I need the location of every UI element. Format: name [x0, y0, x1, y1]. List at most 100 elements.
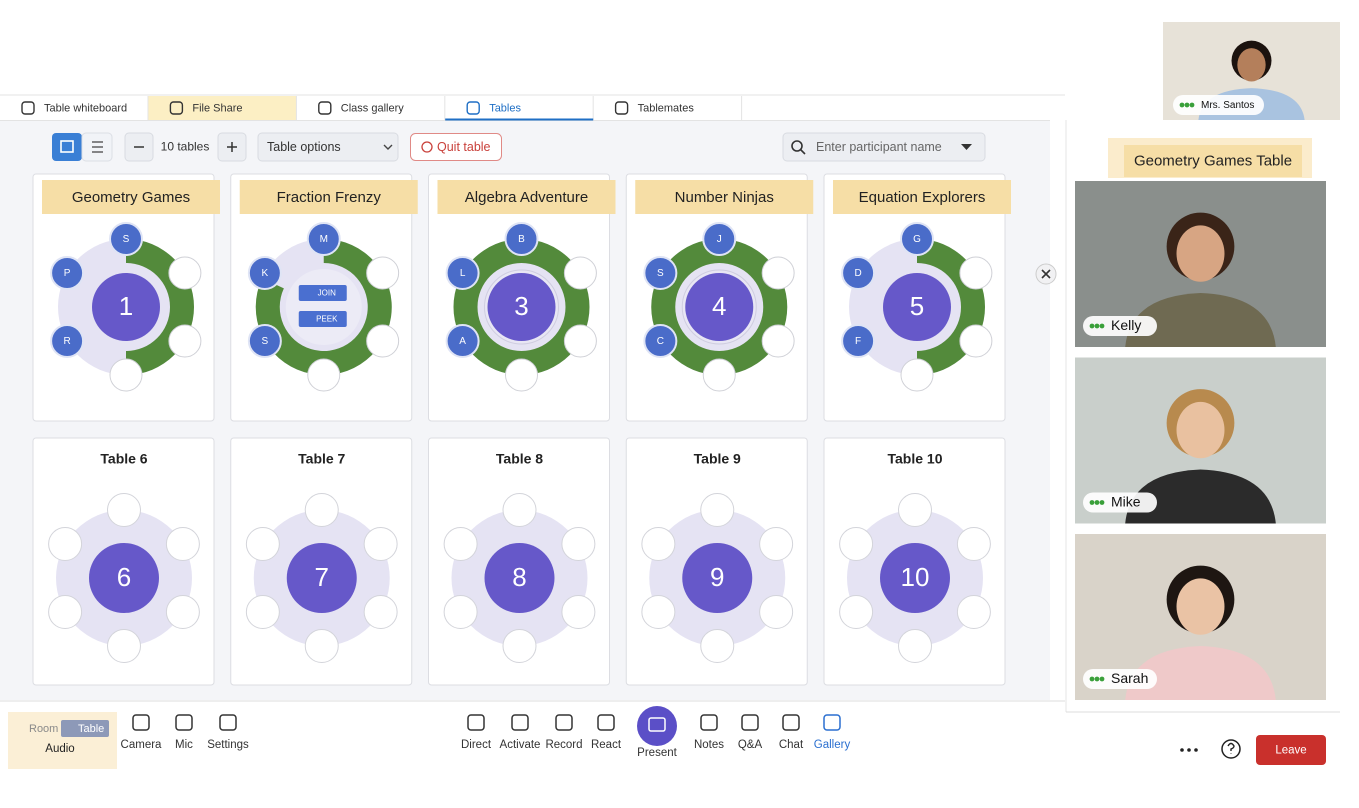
- empty-seat[interactable]: [165, 527, 200, 561]
- quit-table-button[interactable]: Quit table: [410, 133, 502, 161]
- empty-seat[interactable]: [107, 493, 141, 527]
- table-card[interactable]: Table 9 9: [625, 437, 808, 686]
- seat-initial: G: [913, 234, 921, 245]
- tab[interactable]: Tables: [445, 96, 594, 121]
- present-button[interactable]: Present: [637, 706, 678, 759]
- more-button[interactable]: [1180, 748, 1198, 752]
- control-button[interactable]: Notes: [694, 714, 724, 751]
- control-button[interactable]: Gallery: [814, 714, 851, 751]
- control-button[interactable]: Settings: [207, 714, 249, 751]
- table-number-disc: [487, 273, 556, 341]
- empty-seat[interactable]: [761, 256, 795, 290]
- empty-seat[interactable]: [366, 256, 400, 290]
- table-options-select[interactable]: Table options: [257, 132, 399, 162]
- close-panel-button[interactable]: [1035, 263, 1057, 285]
- tab[interactable]: File Share: [148, 96, 297, 120]
- empty-seat[interactable]: [959, 256, 993, 290]
- control-button[interactable]: Camera: [121, 714, 163, 751]
- view-toggle[interactable]: [52, 132, 113, 162]
- leave-button[interactable]: Leave: [1256, 735, 1326, 765]
- empty-seat[interactable]: [561, 527, 596, 561]
- empty-seat[interactable]: [366, 324, 400, 358]
- empty-seat[interactable]: [502, 629, 537, 663]
- seat-initial: S: [657, 268, 664, 279]
- empty-seat[interactable]: [759, 527, 794, 561]
- table-card[interactable]: Geometry Games 1 S P R: [32, 173, 220, 422]
- empty-seat[interactable]: [563, 256, 597, 290]
- empty-seat[interactable]: [502, 493, 537, 527]
- occupied-seat: [247, 324, 282, 358]
- empty-seat[interactable]: [839, 595, 874, 629]
- table-card[interactable]: Table 7 7: [230, 437, 413, 686]
- table-card[interactable]: Equation Explorers 5 G D F: [823, 173, 1011, 422]
- empty-seat[interactable]: [245, 595, 280, 629]
- control-label: Mic: [175, 739, 193, 751]
- empty-seat[interactable]: [563, 324, 597, 358]
- empty-seat[interactable]: [956, 595, 991, 629]
- empty-seat[interactable]: [759, 595, 794, 629]
- control-button[interactable]: Q&A: [738, 714, 763, 751]
- seat-initial: L: [460, 268, 466, 279]
- control-button[interactable]: Activate: [500, 714, 541, 751]
- tab[interactable]: Tablemates: [614, 96, 743, 120]
- minus-button[interactable]: [124, 132, 154, 162]
- empty-seat[interactable]: [898, 493, 932, 527]
- table-card[interactable]: Fraction Frenzy JOIN PEEK M K S: [230, 173, 418, 422]
- table-card[interactable]: Number Ninjas 4 J S C: [625, 173, 814, 422]
- empty-seat[interactable]: [304, 493, 339, 527]
- empty-seat[interactable]: [700, 629, 735, 663]
- control-button[interactable]: Direct: [461, 714, 492, 751]
- control-button[interactable]: React: [591, 714, 622, 751]
- empty-seat[interactable]: [641, 595, 676, 629]
- table-card[interactable]: Table 10 10: [823, 437, 1006, 686]
- participant-search[interactable]: Enter participant name: [782, 132, 986, 162]
- empty-seat[interactable]: [168, 324, 202, 358]
- empty-seat[interactable]: [443, 595, 478, 629]
- occupied-seat: [445, 256, 480, 290]
- control-icon: [597, 714, 615, 731]
- empty-seat[interactable]: [48, 595, 83, 629]
- empty-seat[interactable]: [761, 324, 795, 358]
- control-button[interactable]: Mic: [175, 714, 193, 751]
- control-button[interactable]: Chat: [779, 714, 804, 751]
- empty-seat[interactable]: [505, 358, 538, 392]
- empty-seat[interactable]: [107, 629, 141, 663]
- table-card[interactable]: Algebra Adventure 3 B L A: [428, 173, 616, 422]
- empty-seat[interactable]: [245, 527, 280, 561]
- plus-button[interactable]: [217, 132, 247, 162]
- help-button[interactable]: [1221, 739, 1241, 759]
- audio-dot: [1099, 676, 1105, 682]
- empty-seat[interactable]: [956, 527, 991, 561]
- tab[interactable]: Table whiteboard: [21, 96, 149, 120]
- control-icon: [175, 714, 193, 731]
- empty-seat[interactable]: [109, 358, 143, 392]
- empty-seat[interactable]: [363, 595, 398, 629]
- empty-seat[interactable]: [700, 493, 735, 527]
- empty-seat[interactable]: [839, 527, 874, 561]
- empty-seat[interactable]: [304, 629, 339, 663]
- empty-seat[interactable]: [363, 527, 398, 561]
- empty-seat[interactable]: [307, 358, 341, 392]
- table-card[interactable]: Table 6 6: [32, 437, 215, 686]
- control-label: React: [591, 739, 622, 751]
- tab[interactable]: Class gallery: [318, 96, 446, 120]
- empty-seat[interactable]: [48, 527, 83, 561]
- empty-seat[interactable]: [702, 358, 736, 392]
- control-label: Q&A: [738, 739, 763, 751]
- empty-seat[interactable]: [561, 595, 596, 629]
- empty-seat[interactable]: [165, 595, 200, 629]
- empty-seat[interactable]: [641, 527, 676, 561]
- seat-initial: C: [657, 336, 664, 347]
- empty-seat[interactable]: [168, 256, 202, 290]
- action-button[interactable]: [298, 311, 347, 327]
- empty-seat[interactable]: [443, 527, 478, 561]
- action-button[interactable]: [298, 285, 347, 301]
- empty-seat[interactable]: [959, 324, 993, 358]
- table-title: Table 8: [496, 451, 543, 467]
- empty-seat[interactable]: [898, 629, 932, 663]
- audio-toggle[interactable]: Room Table Audio: [8, 712, 117, 769]
- empty-seat[interactable]: [900, 358, 934, 392]
- control-button[interactable]: Record: [545, 714, 583, 751]
- table-card[interactable]: Table 8 8: [428, 437, 610, 686]
